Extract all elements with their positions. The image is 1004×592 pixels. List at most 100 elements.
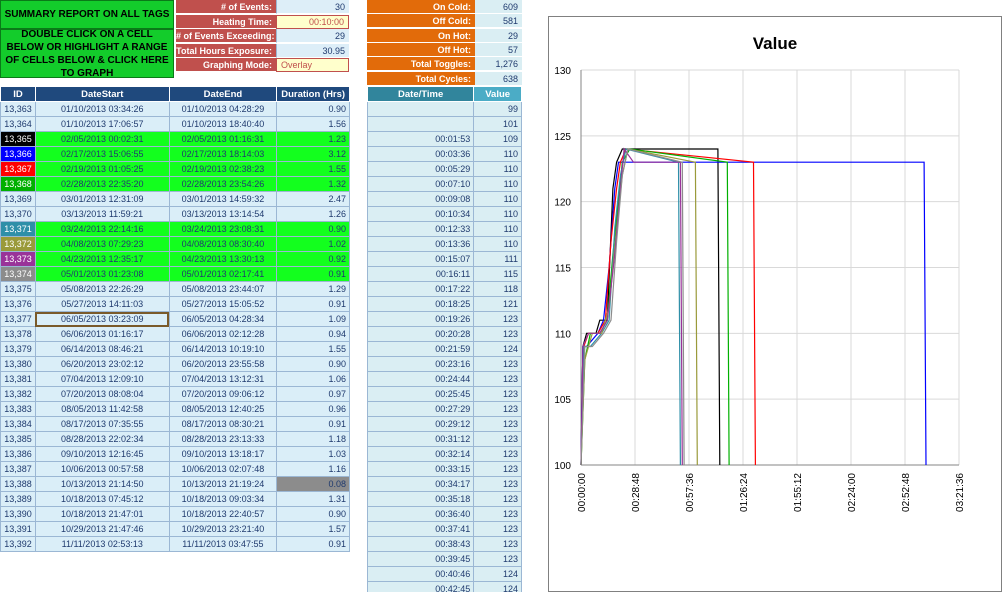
reading-time-cell[interactable]: 00:23:16 xyxy=(366,356,475,372)
table-row[interactable]: 00:17:22 118 xyxy=(366,281,522,297)
event-id-cell[interactable]: 13,368 xyxy=(0,176,36,192)
table-row[interactable]: 00:34:17 123 xyxy=(366,476,522,492)
reading-value-cell[interactable]: 121 xyxy=(473,296,522,312)
table-row[interactable]: 13,379 06/14/2013 08:46:21 06/14/2013 10:1… xyxy=(0,341,350,357)
date-start-cell[interactable]: 06/14/2013 08:46:21 xyxy=(34,341,170,357)
date-end-cell[interactable]: 10/06/2013 02:07:48 xyxy=(168,461,278,477)
event-id-cell[interactable]: 13,385 xyxy=(0,431,36,447)
date-start-cell[interactable]: 04/08/2013 07:29:23 xyxy=(34,236,170,252)
table-row[interactable]: 13,365 02/05/2013 00:02:31 02/05/2013 01:1… xyxy=(0,131,350,147)
event-id-cell[interactable]: 13,377 xyxy=(0,311,36,327)
reading-time-cell[interactable] xyxy=(366,116,475,132)
reading-time-cell[interactable]: 00:29:12 xyxy=(366,416,475,432)
table-row[interactable]: 00:19:26 123 xyxy=(366,311,522,327)
date-start-cell[interactable]: 05/27/2013 14:11:03 xyxy=(34,296,170,312)
table-row[interactable]: 00:16:11 115 xyxy=(366,266,522,282)
reading-value-cell[interactable]: 123 xyxy=(473,521,522,537)
event-id-cell[interactable]: 13,391 xyxy=(0,521,36,537)
date-start-cell[interactable]: 10/06/2013 00:57:58 xyxy=(34,461,170,477)
graph-button[interactable]: DOUBLE CLICK ON A CELL BELOW OR HIGHLIGH… xyxy=(0,29,174,79)
date-end-cell[interactable]: 07/20/2013 09:06:12 xyxy=(168,386,278,402)
table-row[interactable]: 13,377 06/05/2013 03:23:09 06/05/2013 04:2… xyxy=(0,311,350,327)
date-end-cell[interactable]: 10/29/2013 23:21:40 xyxy=(168,521,278,537)
reading-value-cell[interactable]: 123 xyxy=(473,506,522,522)
col-header-value[interactable]: Value xyxy=(473,86,522,102)
reading-time-cell[interactable]: 00:27:29 xyxy=(366,401,475,417)
date-start-cell[interactable]: 11/11/2013 02:53:13 xyxy=(34,536,170,552)
date-end-cell[interactable]: 06/05/2013 04:28:34 xyxy=(168,311,278,327)
col-header-dateend[interactable]: DateEnd xyxy=(168,86,278,102)
date-end-cell[interactable]: 07/04/2013 13:12:31 xyxy=(168,371,278,387)
event-id-cell[interactable]: 13,370 xyxy=(0,206,36,222)
reading-time-cell[interactable]: 00:13:36 xyxy=(366,236,475,252)
table-row[interactable]: 13,386 09/10/2013 12:16:45 09/10/2013 13:1… xyxy=(0,446,350,462)
reading-value-cell[interactable]: 110 xyxy=(473,206,522,222)
table-row[interactable]: 13,373 04/23/2013 12:35:17 04/23/2013 13:3… xyxy=(0,251,350,267)
reading-time-cell[interactable]: 00:39:45 xyxy=(366,551,475,567)
reading-value-cell[interactable]: 110 xyxy=(473,221,522,237)
date-end-cell[interactable]: 10/18/2013 09:03:34 xyxy=(168,491,278,507)
date-end-cell[interactable]: 06/14/2013 10:19:10 xyxy=(168,341,278,357)
event-id-cell[interactable]: 13,365 xyxy=(0,131,36,147)
date-end-cell[interactable]: 06/06/2013 02:12:28 xyxy=(168,326,278,342)
date-end-cell[interactable]: 01/10/2013 04:28:29 xyxy=(168,101,278,117)
reading-time-cell[interactable]: 00:03:36 xyxy=(366,146,475,162)
table-row[interactable]: 13,391 10/29/2013 21:47:46 10/29/2013 23:2… xyxy=(0,521,350,537)
reading-value-cell[interactable]: 99 xyxy=(473,101,522,117)
reading-value-cell[interactable]: 123 xyxy=(473,431,522,447)
event-id-cell[interactable]: 13,369 xyxy=(0,191,36,207)
reading-value-cell[interactable]: 110 xyxy=(473,176,522,192)
reading-time-cell[interactable]: 00:10:34 xyxy=(366,206,475,222)
date-start-cell[interactable]: 08/28/2013 22:02:34 xyxy=(34,431,170,447)
duration-cell[interactable]: 1.09 xyxy=(276,311,350,327)
col-header-duration[interactable]: Duration (Hrs) xyxy=(276,86,350,102)
date-start-cell[interactable]: 02/05/2013 00:02:31 xyxy=(34,131,170,147)
date-start-cell[interactable]: 07/20/2013 08:08:04 xyxy=(34,386,170,402)
table-row[interactable]: 13,384 08/17/2013 07:35:55 08/17/2013 08:3… xyxy=(0,416,350,432)
date-start-cell[interactable]: 10/29/2013 21:47:46 xyxy=(34,521,170,537)
date-start-cell[interactable]: 04/23/2013 12:35:17 xyxy=(34,251,170,267)
reading-time-cell[interactable]: 00:32:14 xyxy=(366,446,475,462)
value-chart[interactable]: Value 100 105 110 115 120 125 130 00:00:00 00:28:… xyxy=(548,16,1002,592)
duration-cell[interactable]: 1.18 xyxy=(276,431,350,447)
table-row[interactable]: 99 xyxy=(366,101,522,117)
event-id-cell[interactable]: 13,363 xyxy=(0,101,36,117)
table-row[interactable]: 13,372 04/08/2013 07:29:23 04/08/2013 08:3… xyxy=(0,236,350,252)
table-row[interactable]: 00:27:29 123 xyxy=(366,401,522,417)
date-start-cell[interactable]: 09/10/2013 12:16:45 xyxy=(34,446,170,462)
table-row[interactable]: 00:42:45 124 xyxy=(366,581,522,592)
date-end-cell[interactable]: 02/05/2013 01:16:31 xyxy=(168,131,278,147)
table-row[interactable]: 00:38:43 123 xyxy=(366,536,522,552)
duration-cell[interactable]: 1.03 xyxy=(276,446,350,462)
date-start-cell[interactable]: 03/24/2013 22:14:16 xyxy=(34,221,170,237)
reading-time-cell[interactable]: 00:01:53 xyxy=(366,131,475,147)
event-id-cell[interactable]: 13,367 xyxy=(0,161,36,177)
event-id-cell[interactable]: 13,374 xyxy=(0,266,36,282)
event-id-cell[interactable]: 13,373 xyxy=(0,251,36,267)
date-start-cell[interactable]: 06/06/2013 01:16:17 xyxy=(34,326,170,342)
event-id-cell[interactable]: 13,387 xyxy=(0,461,36,477)
date-start-cell[interactable]: 01/10/2013 03:34:26 xyxy=(34,101,170,117)
reading-time-cell[interactable]: 00:25:45 xyxy=(366,386,475,402)
event-id-cell[interactable]: 13,388 xyxy=(0,476,36,492)
table-row[interactable]: 00:12:33 110 xyxy=(366,221,522,237)
table-row[interactable]: 00:18:25 121 xyxy=(366,296,522,312)
event-id-cell[interactable]: 13,381 xyxy=(0,371,36,387)
reading-value-cell[interactable]: 123 xyxy=(473,356,522,372)
table-row[interactable]: 13,371 03/24/2013 22:14:16 03/24/2013 23:0… xyxy=(0,221,350,237)
date-end-cell[interactable]: 10/18/2013 22:40:57 xyxy=(168,506,278,522)
reading-time-cell[interactable]: 00:09:08 xyxy=(366,191,475,207)
table-row[interactable]: 13,363 01/10/2013 03:34:26 01/10/2013 04:2… xyxy=(0,101,350,117)
date-end-cell[interactable]: 04/23/2013 13:30:13 xyxy=(168,251,278,267)
table-row[interactable]: 13,383 08/05/2013 11:42:58 08/05/2013 12:4… xyxy=(0,401,350,417)
event-id-cell[interactable]: 13,372 xyxy=(0,236,36,252)
date-end-cell[interactable]: 08/05/2013 12:40:25 xyxy=(168,401,278,417)
date-end-cell[interactable]: 03/01/2013 14:59:32 xyxy=(168,191,278,207)
table-row[interactable]: 00:33:15 123 xyxy=(366,461,522,477)
reading-value-cell[interactable]: 111 xyxy=(473,251,522,267)
table-row[interactable]: 13,366 02/17/2013 15:06:55 02/17/2013 18:1… xyxy=(0,146,350,162)
duration-cell[interactable]: 0.08 xyxy=(276,476,350,492)
date-start-cell[interactable]: 08/17/2013 07:35:55 xyxy=(34,416,170,432)
reading-time-cell[interactable]: 00:16:11 xyxy=(366,266,475,282)
date-end-cell[interactable]: 02/17/2013 18:14:03 xyxy=(168,146,278,162)
